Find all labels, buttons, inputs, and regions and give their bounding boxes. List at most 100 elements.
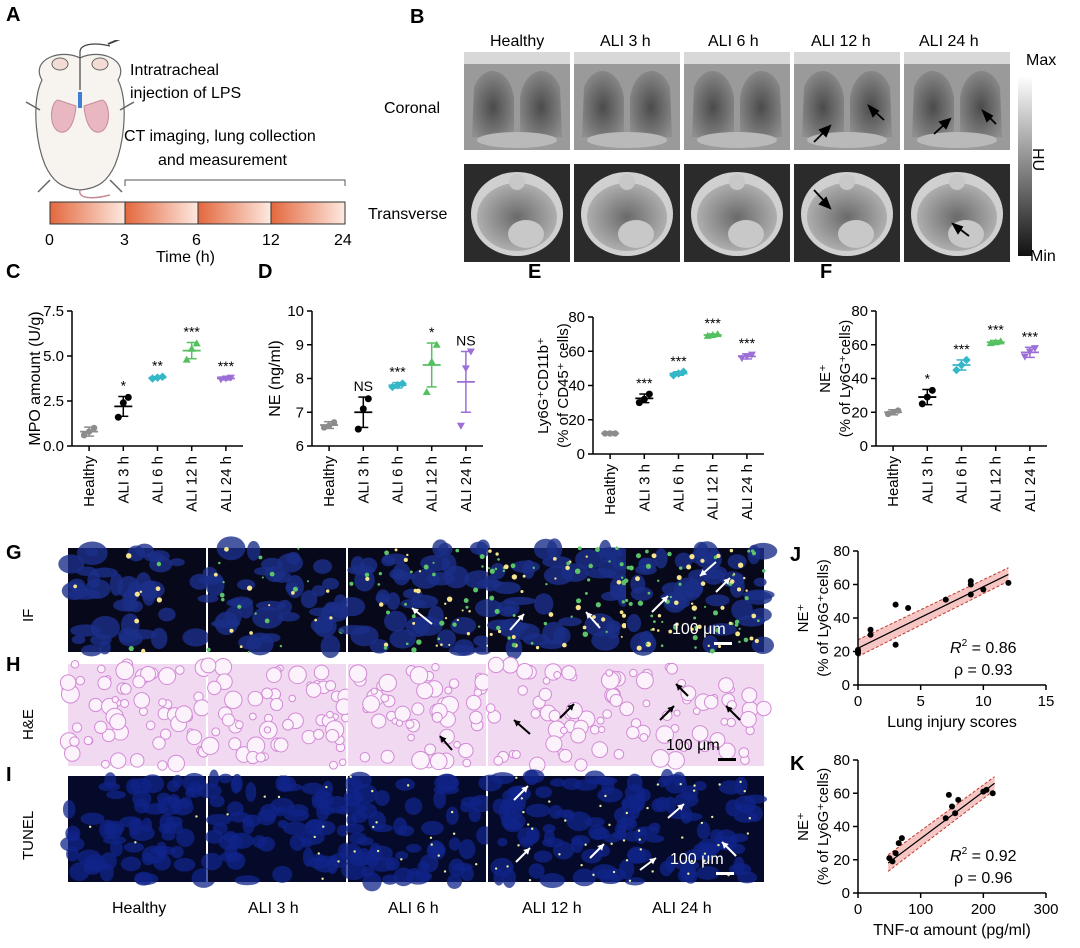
y-tick-label: 40	[833, 819, 850, 836]
x-tick-label: Healthy	[321, 456, 338, 507]
x-tick-label: 200	[971, 901, 996, 918]
histology-tile	[616, 768, 768, 886]
significance-label: ***	[636, 375, 653, 391]
y-axis-label: NE⁺	[795, 812, 812, 841]
data-point	[867, 626, 874, 633]
data-point	[187, 344, 196, 352]
data-point	[645, 390, 653, 398]
data-point	[432, 340, 441, 348]
x-tick-label: ALI 3 h	[115, 456, 132, 504]
x-tick-label: Healthy	[602, 464, 619, 515]
y-tick-label: 7	[296, 404, 304, 421]
ci-upper	[857, 567, 1009, 641]
annotation-arrow	[515, 847, 531, 863]
data-point	[427, 357, 436, 365]
y-tick-label: 60	[568, 343, 585, 360]
y-tick-label: 10	[287, 303, 304, 320]
ct-col-ali3: ALI 3 h	[600, 33, 651, 50]
ct-image-grid	[464, 52, 1010, 262]
data-point	[957, 360, 966, 370]
data-point	[1005, 579, 1012, 586]
y-tick-label: 20	[568, 412, 585, 429]
histo-col-ali24: ALI 24 h	[652, 900, 712, 917]
data-point	[945, 791, 952, 798]
x-tick-label: ALI 24 h	[458, 456, 475, 512]
x-tick-label: ALI 24 h	[1022, 456, 1039, 512]
regression-line	[887, 782, 995, 864]
histo-col-ali3: ALI 3 h	[248, 900, 299, 917]
data-point	[1025, 348, 1034, 356]
panel-label-g: G	[6, 542, 22, 564]
data-point	[892, 641, 899, 648]
scale-bar-label-g: 100 μm	[672, 621, 726, 638]
scale-bar-label-i: 100 μm	[670, 851, 724, 868]
chart-d: D 6 7 8 9 10 Healthy ALI 3 h NS ALI 6 h *** ALI 12 …	[258, 261, 483, 512]
data-point	[905, 604, 912, 611]
x-axis-label: TNF-α amount (pg/ml)	[873, 922, 1031, 939]
annotation-arrow	[675, 683, 689, 697]
data-point	[461, 365, 470, 373]
data-point	[364, 395, 372, 403]
panel-label-d: D	[258, 261, 272, 283]
colorbar-max: Max	[1026, 52, 1057, 69]
ct-row-coronal: Coronal	[384, 100, 441, 117]
panel-label-k: K	[790, 753, 805, 775]
data-point	[90, 424, 98, 432]
x-tick-label: 5	[916, 693, 924, 710]
data-point	[679, 367, 688, 377]
x-tick-label: ALI 12 h	[705, 464, 722, 520]
r-squared-label: R2 = 0.92	[950, 846, 1017, 865]
y-tick-label: 60	[851, 337, 868, 354]
annotation-arrow	[721, 841, 737, 857]
x-tick-label: ALI 24 h	[739, 464, 756, 520]
y-axis-label: MPO amount (U/g)	[27, 311, 44, 445]
data-point	[898, 835, 905, 842]
x-tick-label: ALI 24 h	[218, 456, 235, 512]
x-axis-label: Lung injury scores	[887, 714, 1017, 731]
y-tick-label: 9	[296, 337, 304, 354]
rho-label: ρ = 0.93	[954, 662, 1013, 679]
data-point	[952, 365, 961, 375]
annotation-arrow	[513, 785, 529, 801]
ct-row-transverse: Transverse	[368, 206, 448, 223]
data-point	[892, 601, 899, 608]
chart-c: C 0.0 2.5 5.0 7.5 Healthy ALI 3 h * ALI 6 h ** ALI…	[6, 261, 243, 512]
data-point	[422, 388, 431, 395]
data-point	[398, 379, 407, 388]
data-point	[80, 432, 88, 439]
data-point	[354, 425, 362, 433]
data-point	[226, 374, 235, 382]
timeline-tick-6: 6	[192, 232, 201, 249]
histology-tile	[197, 536, 351, 659]
annotation-arrow	[699, 561, 717, 577]
data-point	[894, 407, 902, 414]
significance-label: NS	[354, 378, 373, 394]
data-point	[606, 430, 614, 437]
histology-tile	[197, 769, 354, 886]
data-point	[466, 348, 475, 356]
timeline	[49, 179, 346, 225]
histology-tile	[478, 769, 639, 889]
significance-label: *	[429, 324, 435, 340]
significance-label: ***	[218, 358, 235, 374]
data-point	[359, 405, 367, 413]
y-tick-label: 20	[833, 852, 850, 869]
panel-label-i: I	[6, 764, 12, 786]
significance-label: ***	[988, 322, 1005, 338]
data-point	[640, 395, 648, 403]
annotation-arrow	[513, 719, 531, 735]
data-point	[928, 386, 936, 394]
chart-f: F 0 20 40 60 80 Healthy ALI 3 h * ALI 6 h *** ALI 1…	[817, 261, 1047, 512]
data-point	[942, 815, 949, 822]
y-tick-label: 0	[577, 446, 585, 463]
y-tick-label: 20	[851, 404, 868, 421]
significance-label: NS	[456, 333, 475, 349]
significance-label: ***	[739, 335, 756, 351]
significance-label: *	[925, 370, 931, 386]
scale-bar-h	[718, 758, 736, 761]
y-axis-label: NE (ng/ml)	[267, 340, 284, 416]
x-tick-label: ALI 12 h	[424, 456, 441, 512]
y-tick-label: 80	[833, 543, 850, 560]
histology-tile	[60, 772, 216, 888]
hu-colorbar	[1018, 76, 1032, 256]
